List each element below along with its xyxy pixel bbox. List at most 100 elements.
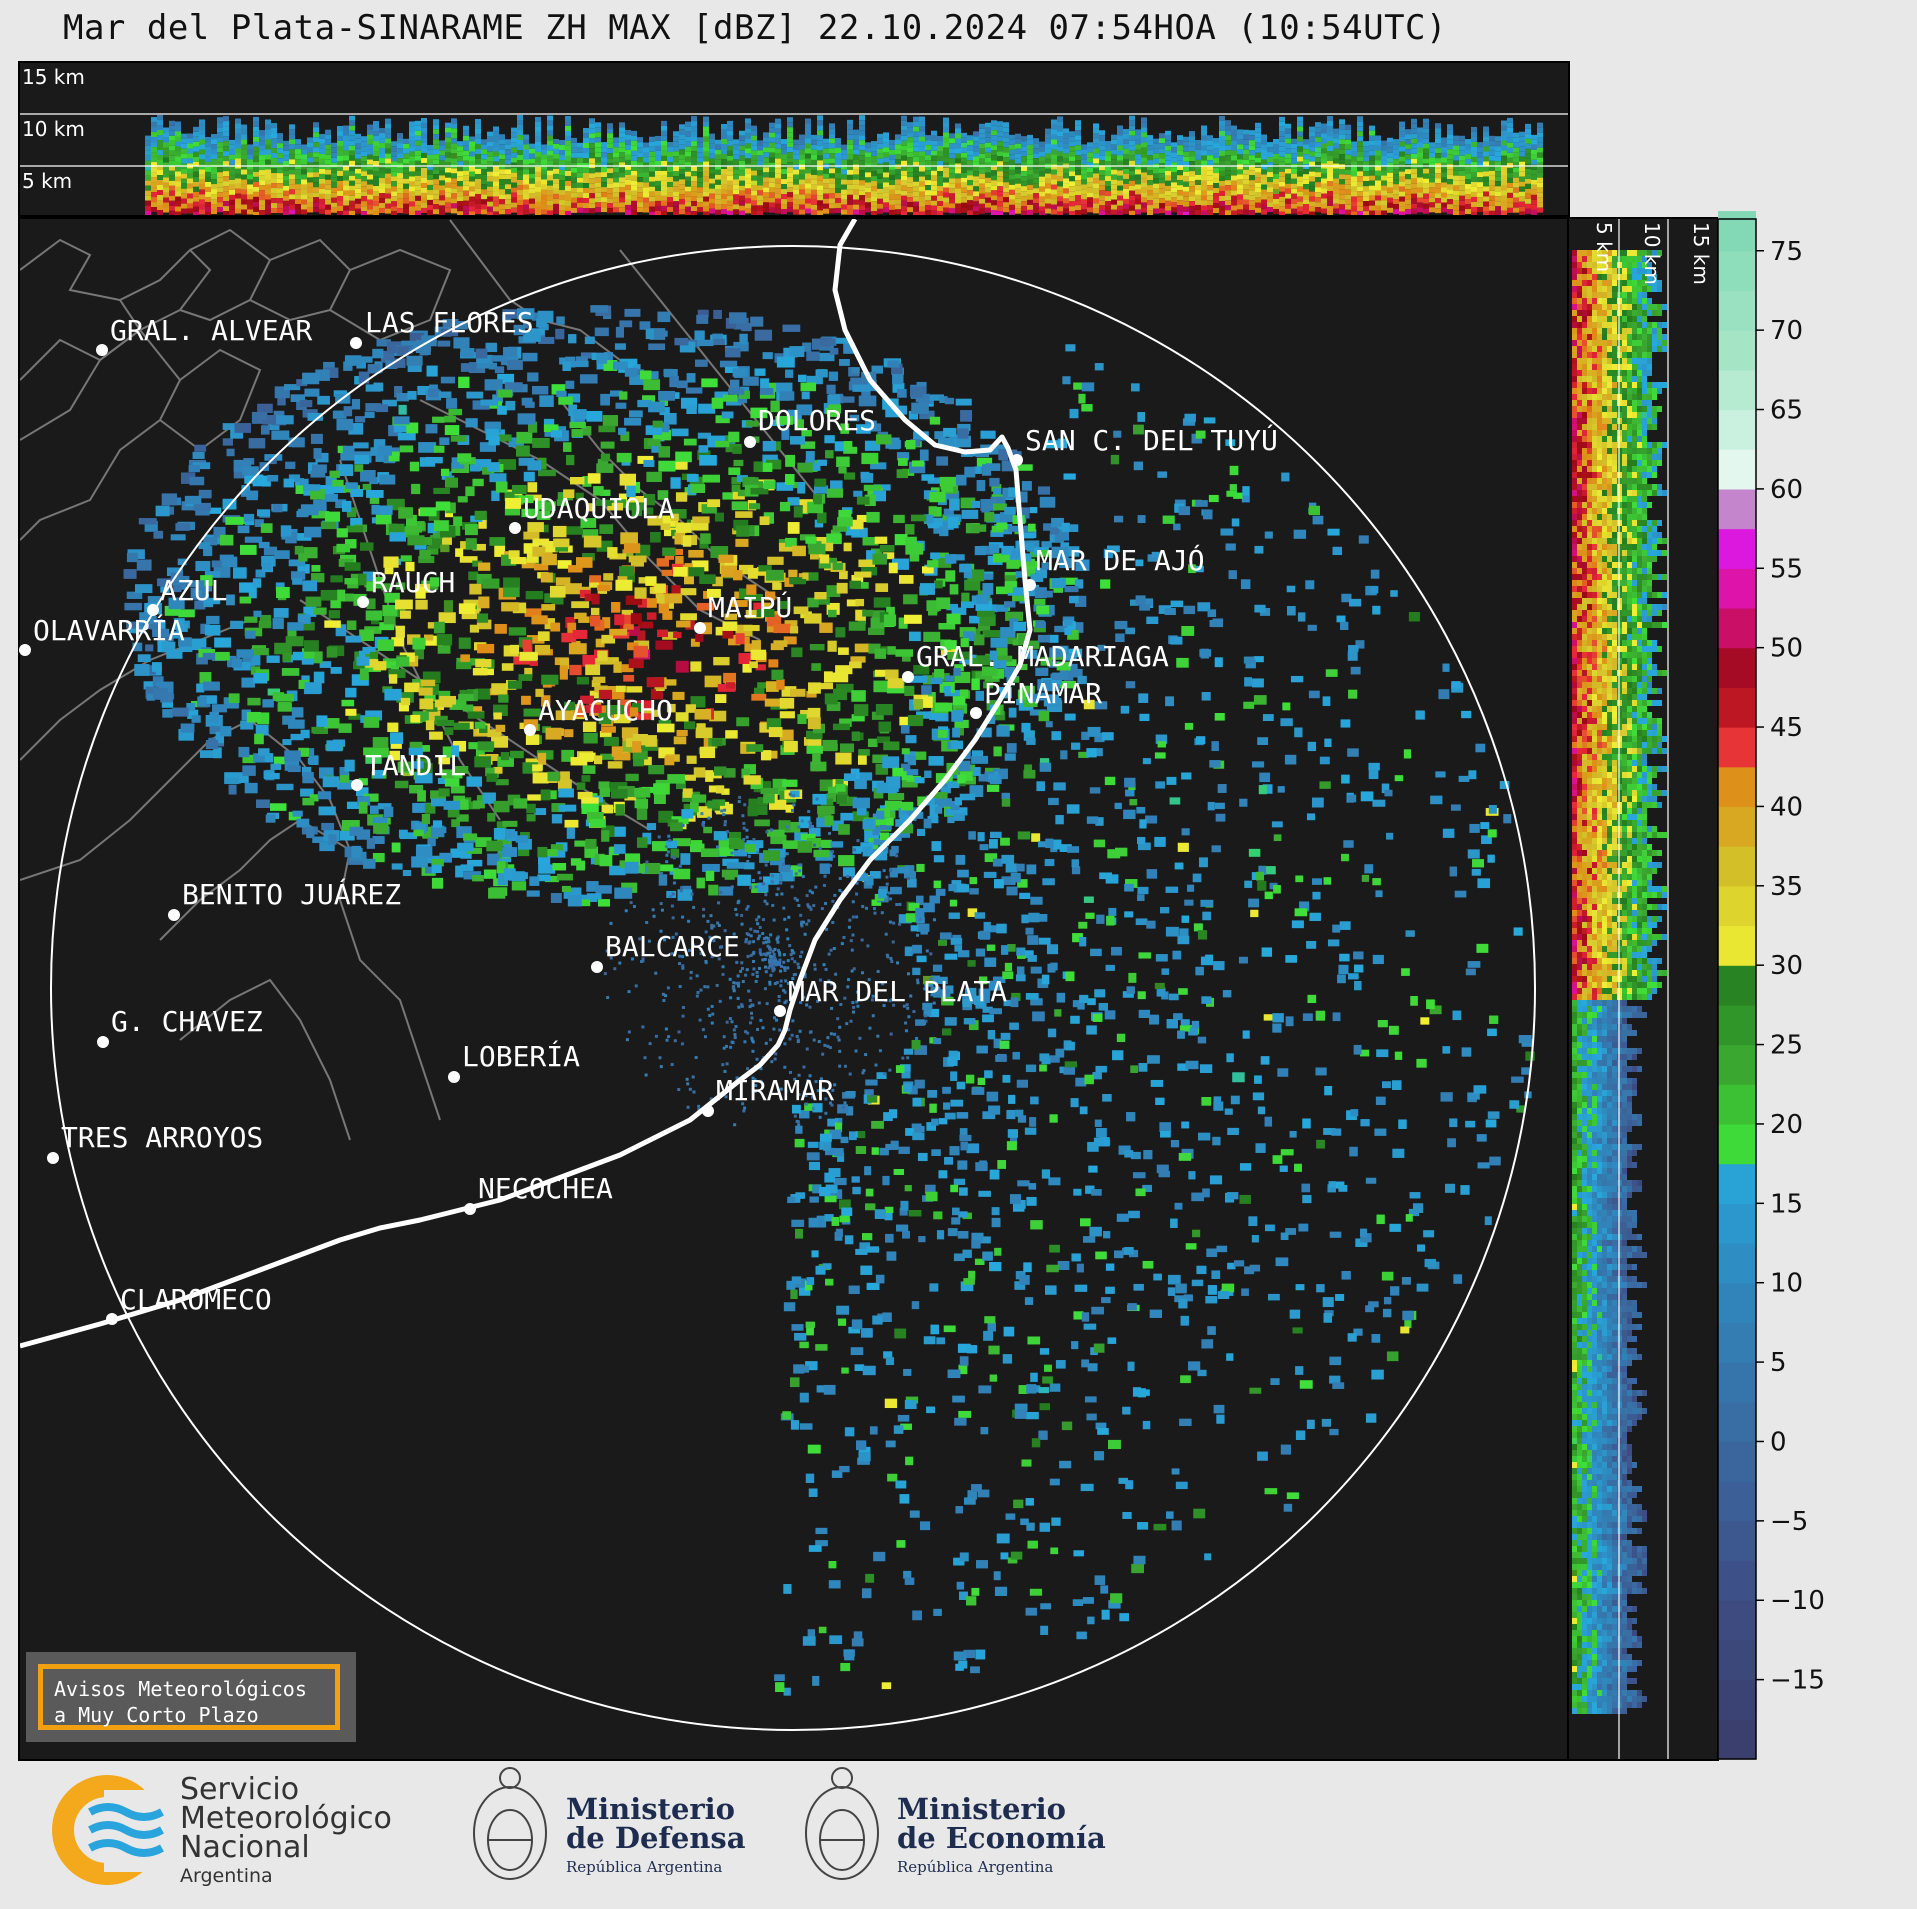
- echo-cell: [553, 183, 559, 189]
- echo-cell: [355, 143, 361, 149]
- echo-cell: [193, 161, 199, 167]
- echo-cell: [439, 200, 445, 206]
- echo-cell: [613, 197, 619, 203]
- echo-cell: [355, 416, 366, 423]
- echo-cell: [1129, 120, 1135, 126]
- echo-cell: [610, 390, 623, 397]
- echo-cell: [841, 189, 847, 195]
- echo-cell: [985, 152, 991, 158]
- echo-cell: [721, 149, 727, 155]
- echo-cell: [901, 205, 907, 211]
- echo-cell: [265, 194, 271, 200]
- echo-cell: [1315, 192, 1321, 198]
- echo-cell: [949, 133, 955, 139]
- echo-cell: [409, 146, 415, 152]
- echo-cell: [686, 373, 696, 383]
- echo-cell: [1531, 189, 1537, 195]
- echo-cell: [619, 132, 625, 138]
- echo-cell: [913, 151, 919, 157]
- echo-cell: [943, 182, 949, 188]
- echo-cell: [1267, 162, 1273, 168]
- echo-cell: [427, 144, 433, 150]
- echo-cell: [1171, 162, 1177, 168]
- echo-cell: [1297, 201, 1303, 207]
- echo-cell: [1345, 179, 1351, 185]
- echo-cell: [1405, 189, 1411, 195]
- echo-cell: [840, 423, 850, 434]
- echo-cell: [1483, 161, 1489, 167]
- echo-cell: [145, 140, 151, 146]
- echo-cell: [397, 203, 403, 209]
- echo-cell: [763, 137, 769, 143]
- echo-cell: [799, 189, 805, 195]
- echo-cell: [442, 318, 459, 327]
- echo-cell: [1291, 158, 1297, 164]
- echo-cell: [583, 208, 589, 214]
- echo-cell: [1219, 205, 1225, 211]
- echo-cell: [1495, 186, 1501, 192]
- echo-cell: [805, 128, 811, 134]
- echo-cell: [235, 133, 241, 139]
- echo-cell: [712, 333, 723, 343]
- echo-cell: [387, 722, 399, 733]
- echo-cell: [1495, 161, 1501, 167]
- echo-cell: [1141, 132, 1147, 138]
- echo-cell: [1003, 197, 1009, 203]
- echo-cell: [685, 151, 691, 157]
- echo-cell: [1519, 191, 1525, 197]
- echo-cell: [181, 158, 187, 164]
- echo-cell: [1327, 191, 1333, 197]
- echo-cell: [445, 172, 451, 178]
- echo-cell: [367, 169, 373, 175]
- echo-cell: [1327, 161, 1333, 167]
- echo-cell: [1153, 183, 1159, 189]
- echo-cell: [445, 167, 451, 173]
- echo-cell: [193, 191, 199, 197]
- echo-cell: [298, 622, 315, 631]
- echo-cell: [1339, 139, 1345, 145]
- echo-cell: [1303, 179, 1309, 185]
- echo-cell: [1387, 162, 1393, 168]
- echo-cell: [1375, 180, 1381, 186]
- echo-cell: [409, 741, 423, 750]
- echo-cell: [265, 159, 271, 165]
- echo-cell: [1153, 208, 1159, 214]
- echo-cell: [417, 385, 435, 396]
- echo-cell: [193, 146, 199, 152]
- echo-cell: [259, 185, 265, 191]
- echo-cell: [463, 200, 469, 206]
- echo-cell: [669, 375, 679, 388]
- echo-cell: [145, 200, 151, 206]
- echo-cell: [271, 123, 277, 129]
- echo-cell: [535, 121, 541, 127]
- echo-cell: [157, 125, 163, 131]
- echo-cell: [1069, 186, 1075, 192]
- echo-cell: [655, 210, 661, 215]
- echo-cell: [1321, 123, 1327, 129]
- echo-cell: [649, 328, 666, 340]
- echo-cell: [583, 148, 589, 154]
- echo-cell: [937, 205, 943, 211]
- echo-cell: [547, 115, 553, 121]
- echo-cell: [1177, 210, 1183, 215]
- echo-cell: [1333, 138, 1339, 144]
- echo-cell: [205, 166, 211, 172]
- echo-cell: [895, 209, 901, 215]
- echo-cell: [1069, 171, 1075, 177]
- echo-cell: [163, 167, 169, 173]
- echo-cell: [709, 188, 715, 194]
- echo-cell: [625, 199, 631, 205]
- echo-cell: [1021, 196, 1027, 202]
- echo-cell: [653, 429, 671, 441]
- echo-cell: [271, 173, 277, 179]
- echo-cell: [235, 158, 241, 164]
- echo-cell: [300, 788, 314, 797]
- echo-cell: [683, 438, 697, 446]
- echo-cell: [349, 155, 355, 161]
- echo-cell: [1369, 205, 1375, 211]
- echo-cell: [1513, 207, 1519, 213]
- echo-cell: [1321, 208, 1327, 214]
- echo-cell: [409, 121, 415, 127]
- echo-cell: [745, 183, 751, 189]
- echo-cell: [487, 141, 493, 147]
